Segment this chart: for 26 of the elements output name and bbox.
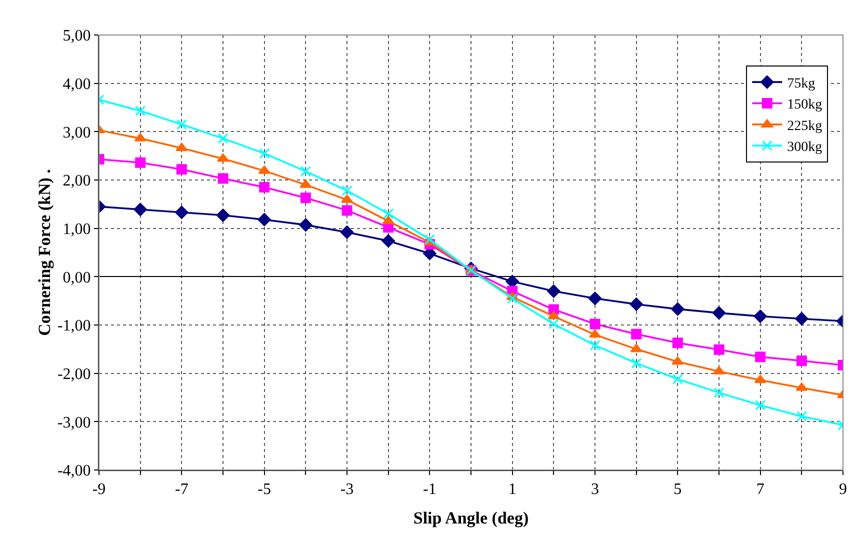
y-tick-label: 2,00 bbox=[62, 172, 91, 190]
y-tick-label: -1,00 bbox=[57, 318, 91, 335]
y-axis-title: Cornering Force (kN) . bbox=[35, 169, 54, 336]
y-tick-label: -3,00 bbox=[57, 414, 91, 432]
y-tick-label: -4,00 bbox=[57, 462, 91, 480]
x-tick-label: -3 bbox=[340, 481, 354, 498]
x-tick-label: -5 bbox=[258, 481, 271, 498]
x-tick-label: 1 bbox=[508, 481, 516, 498]
x-tick-label: -7 bbox=[175, 481, 188, 498]
legend-label: 225kg bbox=[787, 118, 822, 134]
y-tick-label: 4,00 bbox=[62, 76, 91, 93]
x-tick-label: -9 bbox=[92, 481, 106, 498]
y-tick-label: -2,00 bbox=[57, 366, 91, 383]
legend-label: 75kg bbox=[787, 76, 816, 92]
y-tick-label: 3,00 bbox=[62, 124, 91, 142]
y-tick-label: 1,00 bbox=[62, 220, 91, 238]
y-tick-label: 5,00 bbox=[62, 28, 91, 45]
x-tick-label: 9 bbox=[839, 481, 847, 498]
x-tick-label: 5 bbox=[674, 481, 682, 498]
x-tick-label: 7 bbox=[756, 481, 764, 498]
x-tick-label: 3 bbox=[591, 481, 599, 498]
x-axis-title: Slip Angle (deg) bbox=[413, 508, 529, 528]
legend-label: 300kg bbox=[787, 140, 822, 156]
x-tick-label: -1 bbox=[423, 481, 436, 498]
y-tick-label: 0,00 bbox=[62, 269, 91, 286]
legend-label: 150kg bbox=[787, 98, 822, 113]
